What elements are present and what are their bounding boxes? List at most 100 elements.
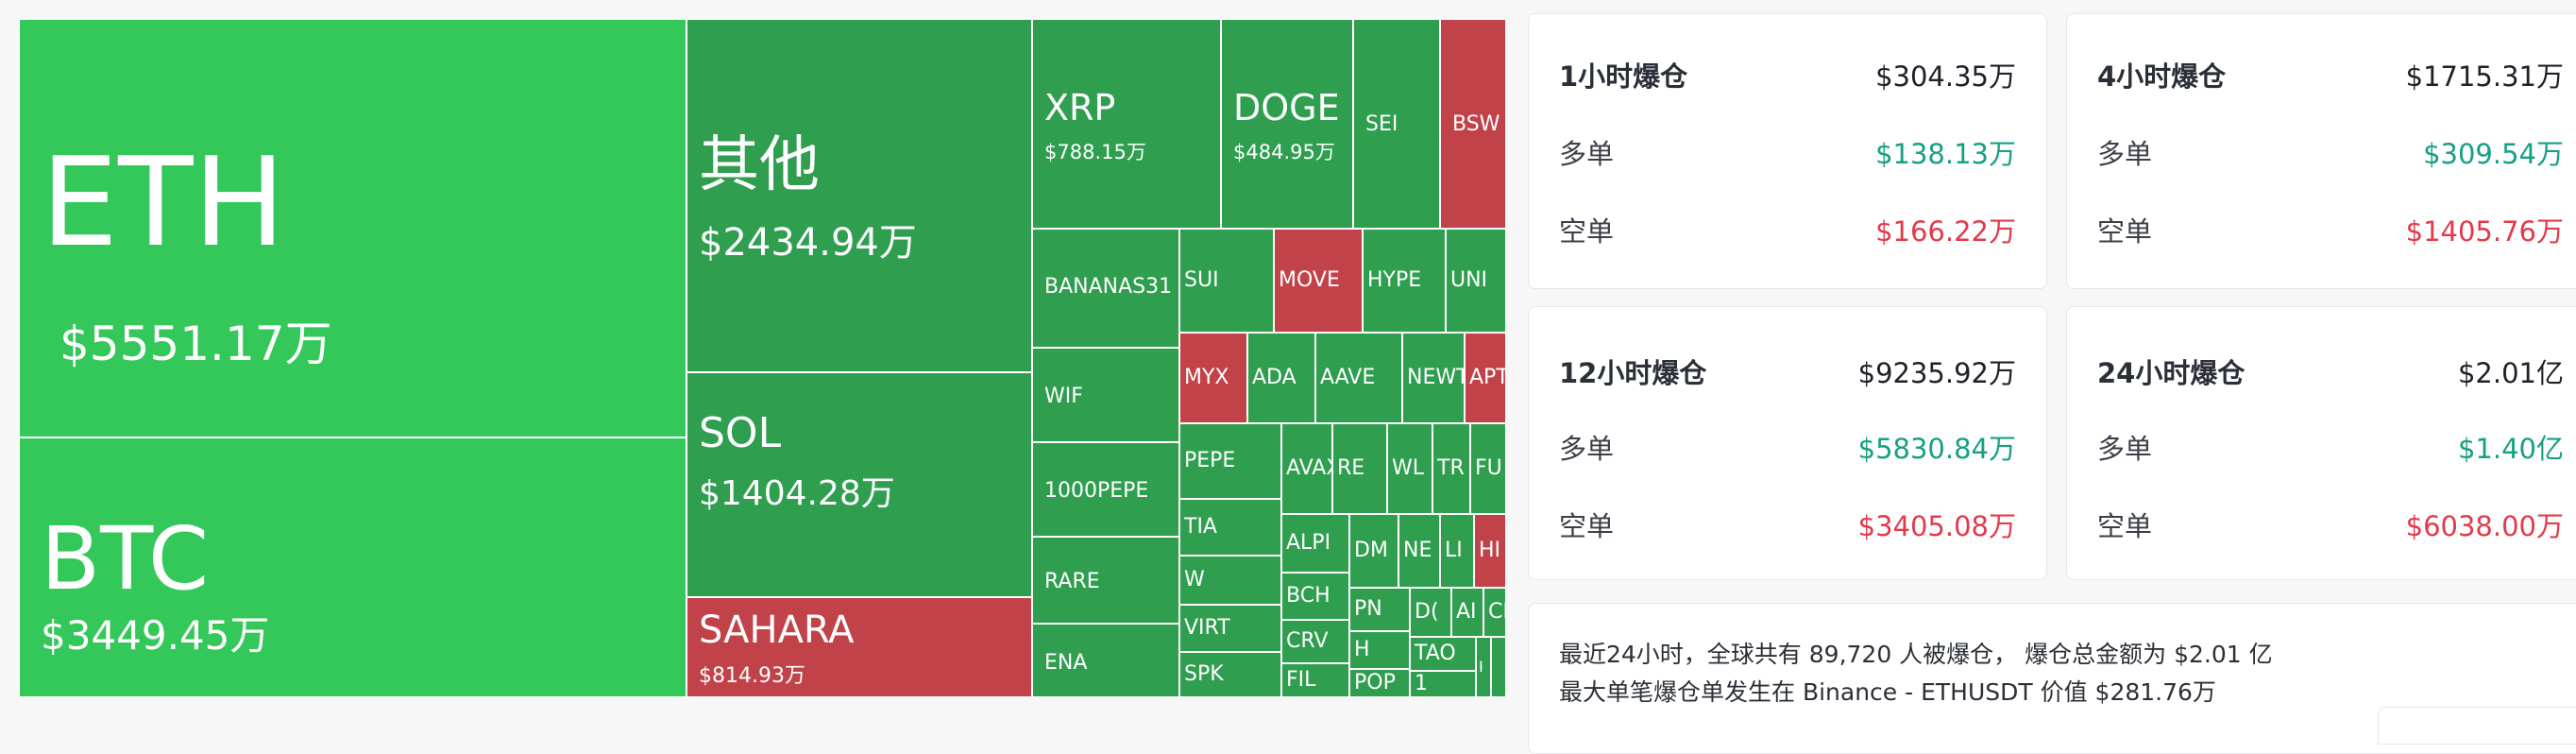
- tile-symbol: FIL: [1286, 668, 1316, 692]
- treemap-tile-re[interactable]: RE: [1332, 423, 1387, 514]
- short-label: 空单: [2097, 510, 2153, 542]
- short-label: 空单: [1559, 215, 1615, 248]
- tile-symbol: 1: [1415, 672, 1428, 695]
- treemap-tile-fartcoin[interactable]: RARE: [1032, 537, 1179, 624]
- long-label: 多单: [2097, 433, 2153, 465]
- tile-symbol: BCH: [1286, 584, 1330, 608]
- treemap-tile-tao[interactable]: 1: [1410, 671, 1476, 697]
- treemap-tile-virt[interactable]: CRV: [1281, 620, 1349, 663]
- treemap-tile-ena[interactable]: SPK: [1179, 652, 1281, 697]
- tile-symbol: TAO: [1415, 642, 1456, 665]
- treemap-tile-newt[interactable]: NEWT: [1402, 333, 1465, 423]
- treemap-tile-d[interactable]: AI: [1451, 588, 1483, 637]
- treemap-tile-sui[interactable]: SUI: [1179, 229, 1274, 333]
- tile-symbol: XRP: [1044, 87, 1116, 129]
- tile-symbol: H: [1354, 638, 1370, 661]
- long-amount: $1.40亿: [2457, 433, 2564, 465]
- treemap-tile-bananas31[interactable]: BANANAS31: [1032, 229, 1179, 348]
- tile-symbol: TIA: [1184, 515, 1217, 539]
- treemap-tile-sol[interactable]: SOL $1404.28万: [686, 372, 1032, 597]
- tile-symbol: VIRT: [1184, 616, 1230, 640]
- tile-symbol: MOVE: [1279, 268, 1340, 292]
- treemap-tile-1000pepe[interactable]: 1000PEPE: [1032, 442, 1179, 537]
- tile-symbol: DM: [1354, 539, 1388, 562]
- treemap-tile-li[interactable]: LI: [1440, 514, 1474, 588]
- tile-symbol: AVAX: [1286, 456, 1331, 480]
- tile-symbol: DOGE: [1233, 87, 1340, 129]
- treemap-tile-uni[interactable]: UNI: [1446, 229, 1506, 333]
- treemap-tile-crv[interactable]: H: [1349, 631, 1410, 669]
- treemap-tile-pop[interactable]: TAO: [1410, 637, 1476, 671]
- tile-symbol: BTC: [41, 508, 210, 609]
- tile-symbol: BANANAS31: [1044, 275, 1173, 299]
- tile-symbol: WIF: [1044, 385, 1083, 408]
- treemap-tile-wif[interactable]: WIF: [1032, 348, 1179, 442]
- treemap-tile-sei[interactable]: SEI: [1353, 19, 1440, 229]
- tile-symbol: ADA: [1252, 366, 1296, 389]
- treemap-tile-bch[interactable]: PN: [1349, 588, 1410, 631]
- treemap-tile-fil[interactable]: POP: [1349, 669, 1410, 697]
- card-total: $304.35万: [1875, 60, 2016, 93]
- tile-symbol: ENA: [1044, 651, 1088, 675]
- tile-symbol: FU: [1475, 456, 1502, 480]
- treemap-tile-btc[interactable]: BTC $3449.45万: [19, 437, 686, 697]
- treemap-tile-tr[interactable]: TR: [1432, 423, 1470, 514]
- tile-symbol: HYPE: [1367, 268, 1422, 292]
- treemap-tile-ada[interactable]: ADA: [1247, 333, 1315, 423]
- liquidation-card-24h: 24小时爆仓 $2.01亿 多单 $1.40亿 空单 $6038.00万: [2066, 306, 2576, 580]
- treemap-tile-fu[interactable]: FU: [1470, 423, 1506, 514]
- short-amount: $3405.08万: [1857, 510, 2016, 542]
- card-total: $2.01亿: [2457, 357, 2564, 389]
- treemap-tile-h[interactable]: ENA: [1032, 624, 1179, 697]
- treemap-tile-rare[interactable]: W: [1179, 556, 1281, 605]
- treemap-tile-spk[interactable]: FIL: [1281, 663, 1349, 697]
- treemap-tile-dm[interactable]: DM: [1349, 514, 1398, 588]
- long-amount: $138.13万: [1875, 138, 2016, 170]
- treemap-tile-alpi[interactable]: ALPI: [1281, 514, 1349, 573]
- tile-symbol: SUI: [1184, 268, 1219, 292]
- treemap-tile-wl[interactable]: WL: [1387, 423, 1432, 514]
- treemap-tile-avax[interactable]: AVAX: [1281, 423, 1332, 514]
- tile-symbol: APT: [1469, 366, 1506, 389]
- treemap-tile-tia[interactable]: TIA: [1179, 499, 1281, 556]
- treemap-tile-i[interactable]: [1491, 637, 1506, 697]
- treemap-tile-other[interactable]: 其他 $2434.94万: [686, 19, 1032, 372]
- treemap-tile-eth[interactable]: ETH $5551.17万: [19, 19, 686, 437]
- tile-symbol: LI: [1445, 539, 1463, 562]
- treemap-tile-ne[interactable]: NE: [1398, 514, 1440, 588]
- tile-symbol: W: [1184, 568, 1205, 591]
- treemap-tile-hi[interactable]: HI: [1474, 514, 1506, 588]
- treemap-tile-ai[interactable]: CESS: [1483, 588, 1506, 637]
- treemap-tile-1[interactable]: I: [1476, 637, 1491, 697]
- treemap-tile-pepe[interactable]: PEPE: [1179, 423, 1281, 499]
- tile-symbol: RARE: [1044, 570, 1100, 593]
- tile-symbol: PEPE: [1184, 449, 1236, 472]
- long-label: 多单: [2097, 138, 2153, 170]
- tile-value: $2434.94万: [699, 221, 917, 265]
- tile-symbol: POP: [1354, 671, 1396, 694]
- treemap-tile-xrp[interactable]: XRP $788.15万: [1032, 19, 1221, 229]
- tile-value: $3449.45万: [41, 612, 270, 659]
- treemap-tile-myx[interactable]: MYX: [1179, 333, 1247, 423]
- tile-symbol: UNI: [1450, 268, 1488, 292]
- short-label: 空单: [1559, 510, 1615, 542]
- treemap-tile-doge[interactable]: DOGE $484.95万: [1221, 19, 1353, 229]
- treemap-tile-bsw[interactable]: BSW: [1440, 19, 1506, 229]
- tile-symbol: CRV: [1286, 629, 1329, 653]
- treemap-tile-apt[interactable]: APT: [1465, 333, 1506, 423]
- treemap-tile-hype[interactable]: HYPE: [1363, 229, 1446, 333]
- tile-value: $1404.28万: [699, 474, 895, 513]
- treemap-tile-pn[interactable]: D(: [1410, 588, 1451, 637]
- tile-symbol: BSW: [1452, 112, 1500, 136]
- treemap-tile-aave[interactable]: AAVE: [1315, 333, 1402, 423]
- tile-symbol: 1000PEPE: [1044, 479, 1149, 503]
- treemap-tile-w[interactable]: BCH: [1281, 573, 1349, 620]
- liquidation-card-12h: 12小时爆仓 $9235.92万 多单 $5830.84万 空单 $3405.08万: [1528, 306, 2047, 580]
- treemap-tile-sahara[interactable]: SAHARA $814.93万: [686, 597, 1032, 697]
- tile-symbol: NE: [1403, 539, 1432, 562]
- summary-line-1: 最近24小时，全球共有 89,720 人被爆仓， 爆仓总金额为 $2.01 亿: [1559, 641, 2273, 668]
- card-title: 4小时爆仓: [2097, 60, 2227, 93]
- treemap-tile-cess[interactable]: VIRT: [1179, 605, 1281, 652]
- treemap-tile-move[interactable]: MOVE: [1274, 229, 1363, 333]
- short-amount: $1405.76万: [2405, 215, 2564, 248]
